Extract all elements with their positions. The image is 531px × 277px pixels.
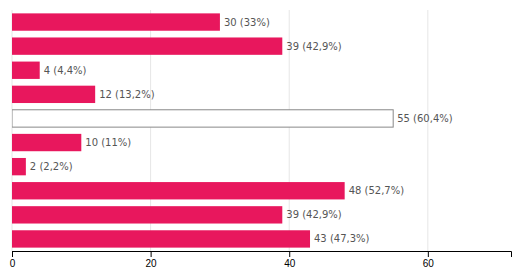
bar: [12, 13, 220, 30]
plot: 30 (33%) 39 (42,9%) 4 (4,4%) 12 (13,2%) 55 (…: [10, 10, 512, 269]
bar: [12, 230, 310, 247]
bar: [12, 86, 95, 103]
data-label: 30 (33%): [224, 17, 270, 28]
grid-line: [427, 10, 428, 251]
x-axis: 0 20 40 60: [10, 251, 512, 269]
x-tick-mark: [428, 251, 429, 257]
data-label: 10 (11%): [85, 137, 131, 148]
bar: [12, 110, 393, 127]
x-tick-mark: [12, 251, 13, 257]
bar: [12, 182, 345, 199]
data-label: 4 (4,4%): [44, 65, 87, 76]
chart: 30 (33%) 39 (42,9%) 4 (4,4%) 12 (13,2%) 55 (…: [0, 0, 531, 277]
data-label: 48 (52,7%): [349, 185, 405, 196]
bar: [12, 134, 81, 151]
x-tick: 60: [423, 251, 435, 269]
x-tick-label: 0: [10, 258, 16, 269]
grid: [12, 10, 428, 251]
x-tick-mark: [151, 251, 152, 257]
x-tick: 40: [284, 251, 296, 269]
x-axis-line: [13, 252, 512, 258]
x-tick: 20: [146, 251, 158, 269]
data-labels: 30 (33%) 39 (42,9%) 4 (4,4%) 12 (13,2%) 55 (…: [30, 17, 453, 245]
data-label: 2 (2,2%): [30, 161, 73, 172]
x-tick-label: 60: [423, 258, 435, 269]
bar: [12, 37, 282, 54]
data-label: 39 (42,9%): [286, 41, 342, 52]
x-tick: 0: [10, 251, 16, 269]
bar: [12, 206, 282, 223]
x-tick-label: 20: [146, 258, 158, 269]
data-label: 39 (42,9%): [286, 209, 342, 220]
data-label: 12 (13,2%): [99, 89, 155, 100]
bar: [12, 62, 40, 79]
bars: [12, 13, 393, 247]
x-tick-label: 40: [284, 258, 296, 269]
x-tick-mark: [289, 251, 290, 257]
data-label: 55 (60,4%): [397, 113, 453, 124]
bar: [12, 158, 26, 175]
data-label: 43 (47,3%): [314, 233, 370, 244]
